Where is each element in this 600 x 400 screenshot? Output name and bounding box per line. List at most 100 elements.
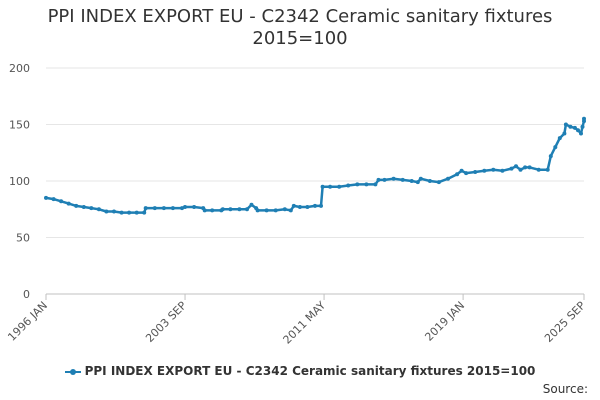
data-point <box>576 128 580 133</box>
data-point <box>152 206 157 211</box>
data-point <box>455 172 460 177</box>
data-point <box>143 206 148 211</box>
data-point <box>459 168 464 173</box>
data-point <box>305 205 310 209</box>
data-point <box>104 209 109 214</box>
x-tick-label: 2011 MAY <box>281 299 329 347</box>
x-tick-label: 2019 JAN <box>422 299 467 344</box>
data-point <box>548 154 553 159</box>
y-tick-label: 100 <box>9 175 30 188</box>
chart-title-line-2: 2015=100 <box>252 28 348 49</box>
data-point <box>81 205 86 209</box>
data-point <box>337 184 342 189</box>
data-point <box>580 124 585 129</box>
y-tick-label: 0 <box>23 288 30 301</box>
chart-title-line-1: PPI INDEX EXPORT EU - C2342 Ceramic sani… <box>47 6 553 27</box>
data-point <box>562 131 567 136</box>
data-point <box>44 195 48 200</box>
data-point <box>482 168 487 173</box>
data-point <box>183 205 187 209</box>
data-point <box>51 197 56 202</box>
data-point <box>427 179 432 183</box>
series-layer <box>44 116 586 215</box>
data-point <box>473 170 478 174</box>
data-point <box>134 210 139 215</box>
data-point <box>328 184 333 189</box>
data-point <box>446 176 450 181</box>
data-point <box>509 166 514 171</box>
data-point <box>96 207 101 212</box>
data-point <box>523 165 528 170</box>
data-point <box>210 208 215 213</box>
data-point <box>553 145 558 150</box>
data-point <box>127 210 132 215</box>
data-point <box>545 167 550 172</box>
legend[interactable]: PPI INDEX EXPORT EU - C2342 Ceramic sani… <box>0 364 600 378</box>
data-point <box>282 207 287 212</box>
data-point <box>418 176 423 181</box>
data-point <box>568 124 573 129</box>
data-point <box>297 205 302 209</box>
data-point <box>202 208 207 213</box>
series-line <box>45 118 586 214</box>
x-axis: 1996 JAN 2003 SEP 2011 MAY 2019 JAN 2025 SEP <box>5 293 588 347</box>
data-point <box>112 209 116 214</box>
data-point <box>491 167 496 172</box>
x-tick-label: 2003 SEP <box>143 299 189 345</box>
data-point <box>59 199 64 204</box>
data-point <box>255 208 260 213</box>
data-point <box>518 167 523 172</box>
data-point <box>415 180 420 185</box>
x-tick-label: 1996 JAN <box>5 299 50 344</box>
data-point <box>291 203 296 208</box>
data-point <box>273 208 278 213</box>
data-point <box>563 122 568 127</box>
gridlines <box>46 67 584 238</box>
data-point <box>237 207 242 212</box>
data-point <box>391 176 396 181</box>
data-point <box>249 202 254 207</box>
data-point <box>264 208 269 213</box>
data-point <box>288 208 293 213</box>
data-point <box>319 203 323 208</box>
data-point <box>161 206 166 211</box>
y-tick-label: 50 <box>16 232 30 245</box>
data-point <box>572 125 577 130</box>
data-point <box>119 210 124 215</box>
y-axis: 0 50 100 150 200 <box>9 62 30 301</box>
data-point <box>400 177 405 182</box>
data-point <box>320 184 325 189</box>
data-point <box>579 131 583 136</box>
chart-title: PPI INDEX EXPORT EU - C2342 Ceramic sani… <box>0 6 600 50</box>
legend-swatch <box>64 367 81 377</box>
data-point <box>527 165 532 170</box>
data-point <box>313 203 317 208</box>
data-point <box>500 168 505 173</box>
y-tick-label: 200 <box>9 62 30 75</box>
data-point <box>409 179 414 183</box>
data-point <box>582 116 586 121</box>
x-tick-label: 2025 SEP <box>542 299 588 345</box>
data-point <box>170 206 175 211</box>
data-point <box>192 205 197 209</box>
data-point <box>228 207 233 212</box>
data-point <box>142 210 147 215</box>
data-point <box>436 180 441 185</box>
data-point <box>180 206 184 211</box>
source-label[interactable]: Source: <box>542 382 588 396</box>
legend-label: PPI INDEX EXPORT EU - C2342 Ceramic sani… <box>84 364 536 378</box>
y-tick-label: 150 <box>9 119 30 132</box>
data-point <box>536 167 541 172</box>
data-point <box>74 203 79 208</box>
data-point <box>557 136 562 141</box>
data-point <box>245 207 249 212</box>
data-point <box>220 207 225 212</box>
data-point <box>373 182 378 187</box>
data-point <box>364 182 369 187</box>
data-point <box>89 206 94 211</box>
data-point <box>355 182 360 187</box>
data-point <box>514 164 518 169</box>
data-point <box>346 183 351 188</box>
